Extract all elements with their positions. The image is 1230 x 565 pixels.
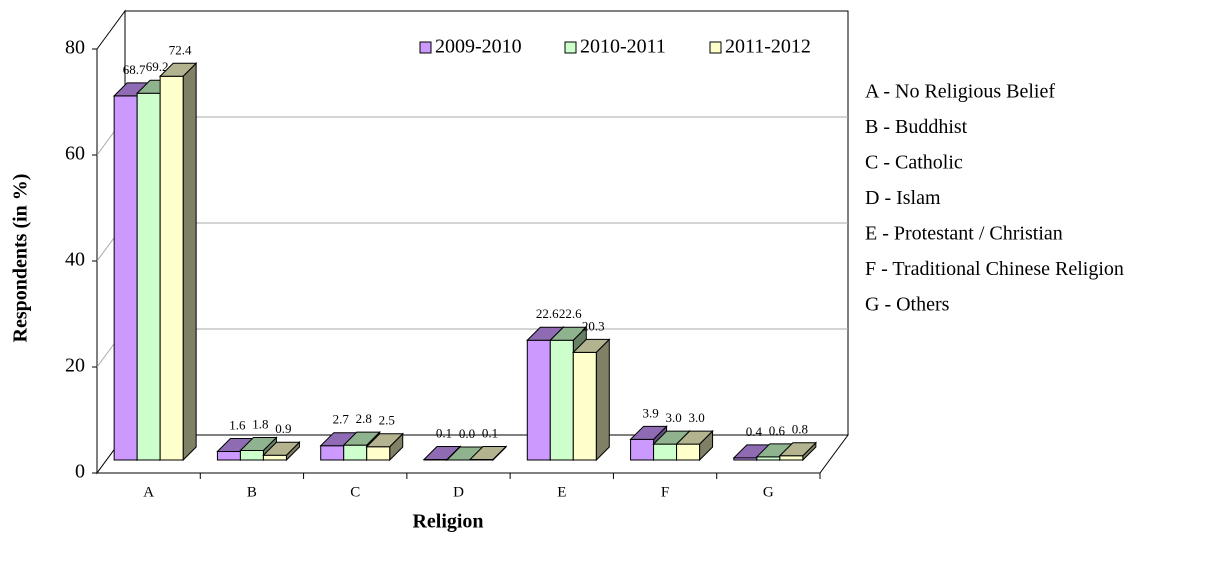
bar-face — [779, 455, 804, 461]
legend-label: 2010-2011 — [580, 36, 666, 58]
bar — [572, 338, 611, 462]
bar-face — [572, 338, 611, 353]
category-legend-entry: A - No Religious Belief — [865, 81, 1055, 103]
bar-face — [629, 425, 668, 440]
legend-swatch — [564, 41, 577, 54]
category-legend-entry: G - Others — [865, 294, 950, 316]
x-tick-label: E — [557, 484, 566, 500]
bar — [158, 62, 198, 462]
bar-face — [239, 436, 278, 451]
value-label: 3.0 — [665, 410, 681, 425]
bar-face — [136, 92, 161, 461]
x-tick-label: F — [661, 484, 669, 500]
value-label: 72.4 — [169, 42, 192, 57]
value-label: 0.0 — [459, 426, 475, 441]
bar-face — [468, 445, 508, 460]
bar-face — [262, 454, 287, 461]
bar-face — [159, 75, 184, 461]
bar-face — [239, 449, 264, 461]
bar — [262, 441, 301, 462]
bar-face — [572, 351, 597, 461]
y-tick-label: 20 — [65, 355, 85, 377]
bar — [468, 445, 508, 462]
x-tick-label: G — [763, 484, 774, 500]
bar-face — [595, 338, 610, 462]
bar-face — [366, 446, 391, 461]
x-tick-label: D — [453, 484, 464, 500]
bar-face — [630, 438, 655, 461]
legend-label: 2009-2010 — [435, 36, 522, 58]
value-label: 20.3 — [582, 318, 605, 333]
value-label: 69.2 — [146, 59, 169, 74]
value-label: 0.6 — [769, 423, 786, 438]
value-label: 68.7 — [123, 62, 146, 77]
bar-face — [262, 441, 301, 456]
category-legend-entry: B - Buddhist — [865, 116, 968, 138]
value-label: 0.8 — [792, 422, 808, 437]
value-label: 22.6 — [536, 306, 559, 321]
bar-face — [182, 62, 197, 462]
value-label: 1.8 — [252, 416, 268, 431]
x-tick-label: C — [350, 484, 360, 500]
bar-face — [342, 431, 381, 446]
legend-swatch — [709, 41, 722, 54]
value-label: 2.5 — [379, 413, 395, 428]
bar-face — [113, 95, 138, 461]
legend-swatch — [419, 41, 432, 54]
category-legend-entry: F - Traditional Chinese Religion — [865, 258, 1124, 280]
bar-face — [422, 445, 462, 460]
bar-face — [549, 326, 588, 341]
bar-face — [158, 62, 198, 77]
y-tick-label: 60 — [65, 143, 85, 165]
bar-face — [365, 433, 404, 448]
value-label: 2.8 — [356, 411, 372, 426]
bar-face — [549, 339, 574, 461]
y-tick-label: 40 — [65, 249, 85, 271]
category-legend-entry: D - Islam — [865, 187, 941, 209]
bar-face — [320, 445, 345, 461]
bar — [778, 441, 818, 462]
value-label: 0.4 — [746, 424, 763, 439]
bar-face — [216, 451, 241, 461]
bar-face — [676, 443, 701, 461]
x-tick-label: B — [247, 484, 257, 500]
y-axis-label: Respondents (in %) — [10, 174, 32, 343]
bar-face — [675, 430, 714, 445]
category-legend-entry: E - Protestant / Christian — [865, 223, 1063, 245]
value-label: 0.1 — [482, 425, 498, 440]
value-label: 3.0 — [688, 410, 704, 425]
value-label: 2.7 — [333, 412, 350, 427]
value-label: 0.1 — [436, 425, 452, 440]
value-label: 0.9 — [275, 421, 291, 436]
y-tick-label: 80 — [65, 37, 85, 59]
bar-face — [343, 444, 368, 461]
bar-face — [653, 443, 678, 461]
bar-face — [526, 339, 551, 461]
legend-label: 2011-2012 — [725, 36, 811, 58]
bar-face — [778, 442, 818, 457]
value-label: 3.9 — [642, 405, 658, 420]
bar — [365, 432, 404, 462]
x-tick-label: A — [143, 484, 154, 500]
value-label: 22.6 — [559, 306, 582, 321]
bar — [675, 429, 714, 462]
x-axis-label: Religion — [412, 511, 483, 533]
value-label: 1.6 — [229, 418, 246, 433]
y-tick-label: 0 — [75, 461, 85, 483]
category-legend-entry: C - Catholic — [865, 152, 963, 174]
